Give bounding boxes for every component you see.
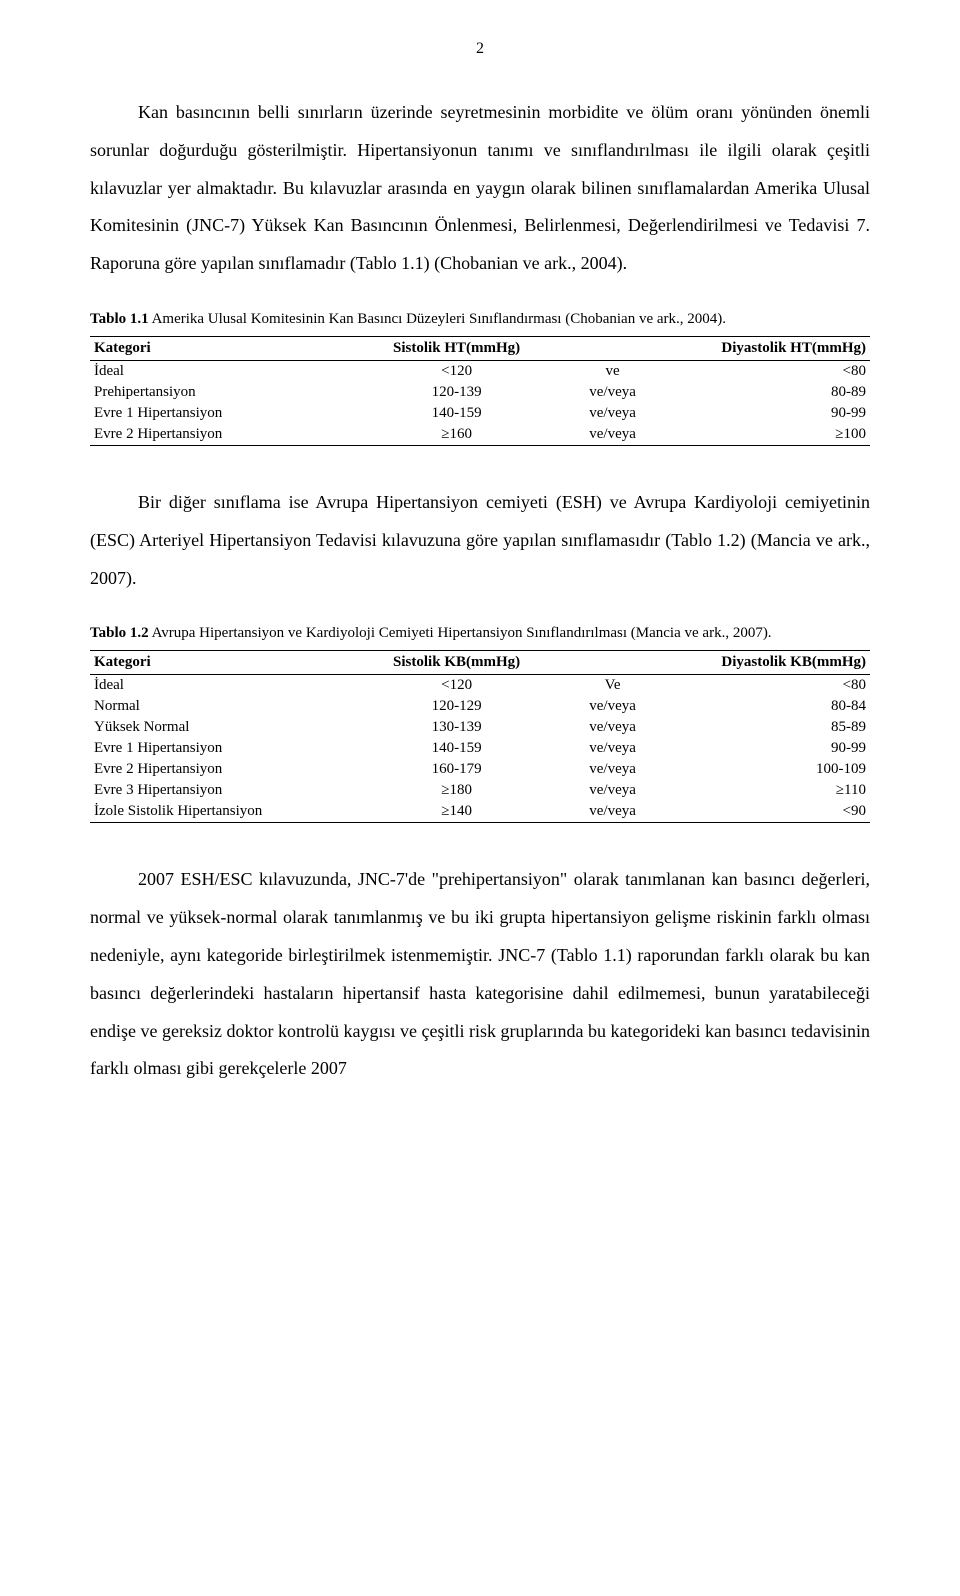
cell-systolic: 140-159: [371, 738, 543, 759]
table-row: Evre 3 Hipertansiyon≥180ve/veya≥110: [90, 780, 870, 801]
cell-systolic: <120: [371, 360, 543, 382]
cell-conj: ve/veya: [542, 403, 682, 424]
cell-diastolic: 100-109: [683, 759, 870, 780]
cell-category: Prehipertansiyon: [90, 382, 371, 403]
paragraph-3: 2007 ESH/ESC kılavuzunda, JNC-7'de "preh…: [90, 861, 870, 1088]
cell-conj: ve/veya: [542, 738, 682, 759]
table-row: İzole Sistolik Hipertansiyon≥140ve/veya<…: [90, 801, 870, 823]
cell-diastolic: 80-89: [683, 382, 870, 403]
table1-h-systolic: Sistolik HT(mmHg): [371, 336, 543, 360]
table-row: İdeal<120ve<80: [90, 360, 870, 382]
cell-category: Evre 2 Hipertansiyon: [90, 759, 371, 780]
cell-systolic: ≥180: [371, 780, 543, 801]
table2-h-diastolic: Diyastolik KB(mmHg): [683, 651, 870, 675]
cell-systolic: ≥140: [371, 801, 543, 823]
table2-h-conj: [542, 651, 682, 675]
cell-systolic: 120-129: [371, 696, 543, 717]
table2-h-category: Kategori: [90, 651, 371, 675]
cell-systolic: 160-179: [371, 759, 543, 780]
table-row: Evre 2 Hipertansiyon≥160ve/veya≥100: [90, 424, 870, 446]
document-page: 2 Kan basıncının belli sınırların üzerin…: [0, 0, 960, 1154]
cell-category: Evre 1 Hipertansiyon: [90, 403, 371, 424]
table-2: Kategori Sistolik KB(mmHg) Diyastolik KB…: [90, 650, 870, 823]
cell-diastolic: 90-99: [683, 403, 870, 424]
table1-caption: Tablo 1.1 Amerika Ulusal Komitesinin Kan…: [90, 309, 870, 330]
table2-body: İdeal<120Ve<80Normal120-129ve/veya80-84Y…: [90, 675, 870, 823]
cell-systolic: 130-139: [371, 717, 543, 738]
cell-conj: ve/veya: [542, 424, 682, 446]
cell-category: Evre 2 Hipertansiyon: [90, 424, 371, 446]
cell-systolic: ≥160: [371, 424, 543, 446]
table1-caption-text: Amerika Ulusal Komitesinin Kan Basıncı D…: [149, 311, 726, 327]
cell-conj: ve/veya: [542, 696, 682, 717]
cell-systolic: 140-159: [371, 403, 543, 424]
cell-category: Evre 1 Hipertansiyon: [90, 738, 371, 759]
cell-conj: ve: [542, 360, 682, 382]
cell-diastolic: ≥110: [683, 780, 870, 801]
cell-category: İdeal: [90, 360, 371, 382]
table-row: Evre 2 Hipertansiyon160-179ve/veya100-10…: [90, 759, 870, 780]
cell-conj: Ve: [542, 675, 682, 697]
cell-conj: ve/veya: [542, 717, 682, 738]
table2-header-row: Kategori Sistolik KB(mmHg) Diyastolik KB…: [90, 651, 870, 675]
table-row: İdeal<120Ve<80: [90, 675, 870, 697]
cell-category: İzole Sistolik Hipertansiyon: [90, 801, 371, 823]
cell-conj: ve/veya: [542, 780, 682, 801]
cell-diastolic: 80-84: [683, 696, 870, 717]
cell-category: Yüksek Normal: [90, 717, 371, 738]
cell-diastolic: <90: [683, 801, 870, 823]
cell-category: Evre 3 Hipertansiyon: [90, 780, 371, 801]
table2-caption: Tablo 1.2 Avrupa Hipertansiyon ve Kardiy…: [90, 623, 870, 644]
cell-conj: ve/veya: [542, 801, 682, 823]
table2-caption-label: Tablo 1.2: [90, 625, 149, 641]
table1-caption-label: Tablo 1.1: [90, 311, 149, 327]
cell-category: İdeal: [90, 675, 371, 697]
table-row: Evre 1 Hipertansiyon140-159ve/veya90-99: [90, 738, 870, 759]
table2-h-systolic: Sistolik KB(mmHg): [371, 651, 543, 675]
table1-h-category: Kategori: [90, 336, 371, 360]
cell-conj: ve/veya: [542, 759, 682, 780]
table-row: Normal120-129ve/veya80-84: [90, 696, 870, 717]
cell-diastolic: 90-99: [683, 738, 870, 759]
cell-systolic: <120: [371, 675, 543, 697]
cell-conj: ve/veya: [542, 382, 682, 403]
table-row: Yüksek Normal130-139ve/veya85-89: [90, 717, 870, 738]
table-1: Kategori Sistolik HT(mmHg) Diyastolik HT…: [90, 336, 870, 446]
table2-caption-text: Avrupa Hipertansiyon ve Kardiyoloji Cemi…: [149, 625, 772, 641]
table1-h-diastolic: Diyastolik HT(mmHg): [683, 336, 870, 360]
cell-category: Normal: [90, 696, 371, 717]
cell-diastolic: 85-89: [683, 717, 870, 738]
cell-diastolic: ≥100: [683, 424, 870, 446]
page-number: 2: [90, 40, 870, 58]
cell-systolic: 120-139: [371, 382, 543, 403]
table1-body: İdeal<120ve<80Prehipertansiyon120-139ve/…: [90, 360, 870, 445]
table1-h-conj: [542, 336, 682, 360]
table-row: Evre 1 Hipertansiyon140-159ve/veya90-99: [90, 403, 870, 424]
paragraph-2: Bir diğer sınıflama ise Avrupa Hipertans…: [90, 484, 870, 597]
cell-diastolic: <80: [683, 675, 870, 697]
cell-diastolic: <80: [683, 360, 870, 382]
paragraph-1: Kan basıncının belli sınırların üzerinde…: [90, 94, 870, 283]
table-row: Prehipertansiyon120-139ve/veya80-89: [90, 382, 870, 403]
table1-header-row: Kategori Sistolik HT(mmHg) Diyastolik HT…: [90, 336, 870, 360]
